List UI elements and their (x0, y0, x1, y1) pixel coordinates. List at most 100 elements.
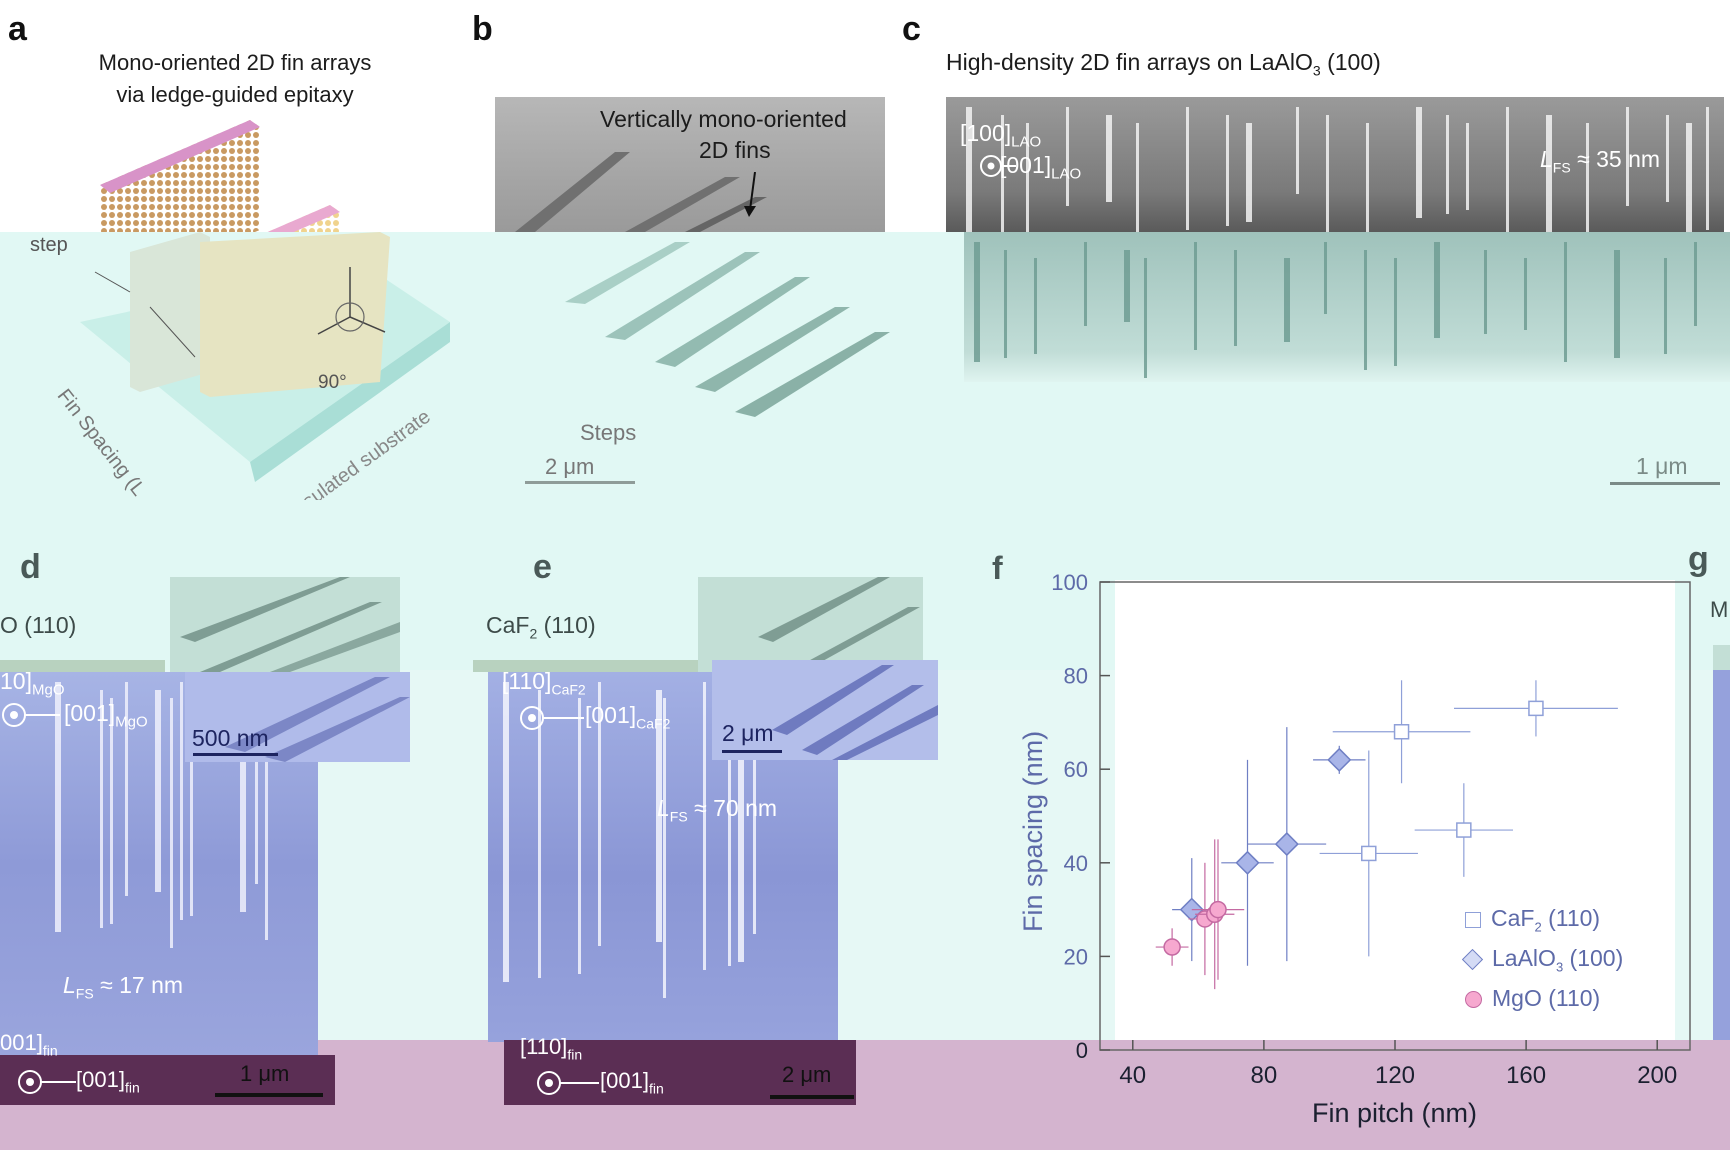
sem-fin-streak (753, 682, 756, 934)
panel-a-title-line2: via ledge-guided epitaxy (116, 82, 354, 107)
sem-fin-streak (966, 107, 972, 232)
panel-e-scale-label: 2 μm (782, 1062, 832, 1087)
panel-e-fin-dir2: [001]fin (600, 1068, 664, 1097)
panel-b-lower-fins (565, 242, 890, 417)
legend-item-laalo3: LaAlO3 (100) (1461, 945, 1623, 975)
panel-e-inset-scale-label: 2 μm (722, 720, 774, 746)
panel-e-fins (503, 682, 756, 998)
sem-fin-streak (1706, 107, 1709, 230)
sem-fin-streak (1296, 107, 1299, 194)
data-point-square (1456, 822, 1472, 838)
panel-e-fin-dir1: [110]fin (520, 1034, 583, 1063)
sem-fin-streak (1226, 115, 1229, 226)
x-tick-label: 160 (1506, 1062, 1546, 1089)
sem-fin-streak (1234, 250, 1237, 346)
sem-fin-streak (663, 698, 666, 998)
sem-fin-streak (1026, 123, 1029, 232)
sem-fin-streak (1144, 258, 1147, 378)
sem-fin-streak (598, 682, 601, 946)
data-point-square (1361, 845, 1377, 862)
angle-label: 90° (318, 372, 347, 393)
data-point-square (1528, 700, 1544, 717)
sem-fin-streak (1524, 258, 1527, 330)
panel-d-fin-out-of-plane-icon (18, 1070, 76, 1094)
sem-fin-streak (1106, 115, 1112, 202)
panel-d-dir2: [001]MgO (64, 700, 148, 731)
panel-c-title: High-density 2D fin arrays on LaAlO3 (10… (946, 49, 1381, 79)
panel-e-label: e (533, 548, 552, 586)
panel-e-bottom-strip (504, 1040, 856, 1105)
chart-y-axis-label: Fin spacing (nm) (1018, 730, 1048, 932)
sem-fin-streak (738, 698, 744, 962)
sem-fin-streak (100, 690, 103, 928)
panel-b-scale-label: 2 μm (545, 454, 595, 479)
sem-fin-streak (1364, 250, 1367, 370)
panel-e-fin-out-of-plane-icon (537, 1071, 599, 1095)
sem-fin-streak (1446, 115, 1449, 214)
panel-d-inset-top (170, 577, 400, 672)
panel-d-inset (185, 672, 410, 762)
panel-d-fins (55, 682, 268, 948)
panel-d-fin-dir1: 001]fin (0, 1030, 58, 1059)
sem-fin-streak (728, 690, 731, 966)
sem-fin-streak (1394, 258, 1397, 366)
data-point-diamond (1274, 832, 1299, 857)
panel-g-label: g (1688, 540, 1709, 578)
y-tick-label: 40 (1064, 851, 1088, 876)
panel-c-lfs: LFS ≈ 35 nm (1540, 146, 1661, 176)
sem-fin-streak (1664, 258, 1667, 354)
panel-b-label: b (472, 10, 493, 48)
sem-fin-streak (1004, 250, 1007, 358)
data-point-circle (1209, 900, 1227, 919)
sem-fin-streak (578, 698, 581, 974)
sem-fin-streak (155, 690, 161, 892)
sem-fin-streak (1001, 115, 1004, 232)
panel-g-sem-edge (1713, 645, 1730, 1040)
sem-fin-streak (974, 242, 980, 362)
panel-a-title-line1: Mono-oriented 2D fin arrays (98, 50, 372, 75)
panel-e-inset (712, 660, 938, 760)
panel-d-lfs: LFS ≈ 17 nm (63, 972, 184, 1002)
sem-fin-streak (240, 698, 246, 912)
panel-e-out-of-plane-icon (520, 706, 584, 730)
chart-x-axis-label: Fin pitch (nm) (1312, 1098, 1478, 1128)
sem-fin-streak (656, 690, 662, 942)
sem-fin-streak (110, 698, 113, 924)
panel-c-dir1: [100]LAO (960, 120, 1042, 151)
legend-item-mgo: MgO (110) (1465, 985, 1600, 1012)
panel-d-scale-label: 1 μm (240, 1061, 290, 1086)
panel-b-annotation-line2: 2D fins (699, 137, 771, 163)
sem-fin-streak (1626, 107, 1629, 206)
direction-out-of-plane-icon (980, 155, 1016, 177)
panel-d-scale-bar (215, 1093, 323, 1097)
fin-base-right (200, 232, 390, 397)
panel-d-fin-dir2: [001]fin (76, 1067, 140, 1096)
sem-fin-streak (1694, 242, 1697, 326)
panel-c-sem-image (946, 97, 1724, 232)
panel-f-label: f (992, 550, 1003, 586)
panel-c-lower-fins (974, 242, 1697, 378)
panel-d-substrate-title: O (110) (0, 612, 77, 638)
x-tick-label: 80 (1251, 1062, 1278, 1089)
sem-fin-streak (1326, 115, 1329, 232)
sem-fin-streak (1124, 250, 1130, 322)
chart-plot-background (1115, 580, 1675, 1040)
sem-fin-streak (180, 682, 183, 920)
panel-e-top-strip (473, 660, 698, 672)
sem-fin-streak (1506, 107, 1509, 232)
panel-d-dir1: 10]MgO (0, 668, 65, 699)
sem-fin-streak (1366, 123, 1369, 232)
sem-fin-streak (538, 690, 541, 978)
sem-fin-streak (255, 682, 258, 884)
panel-e-inset-scale-bar (722, 750, 782, 753)
sem-fin-streak (703, 682, 706, 970)
sem-fin-streak (1136, 123, 1139, 232)
panel-c-lower-sem (964, 232, 1730, 382)
sem-fin-streak (1194, 242, 1197, 350)
y-tick-label: 0 (1076, 1038, 1088, 1063)
panel-d-inset-scale-label: 500 nm (192, 725, 269, 751)
chart-legend: CaF2 (110) LaAlO3 (100) MgO (110) (1461, 905, 1665, 1025)
sem-fin-streak (1686, 123, 1692, 232)
data-point-diamond (1327, 747, 1352, 772)
sem-fin-streak (1564, 242, 1567, 362)
